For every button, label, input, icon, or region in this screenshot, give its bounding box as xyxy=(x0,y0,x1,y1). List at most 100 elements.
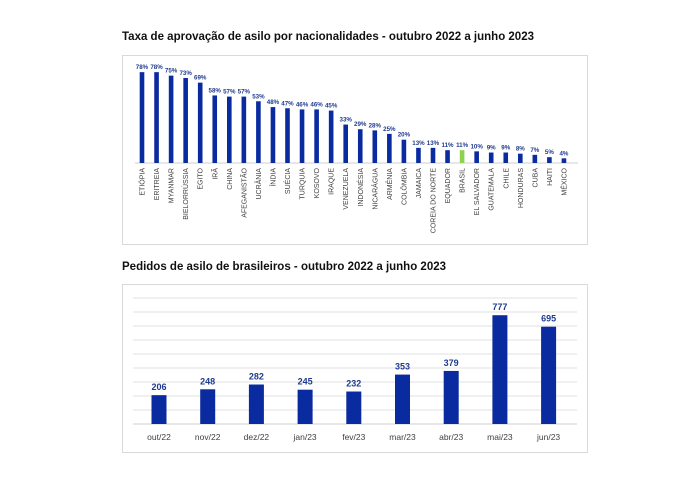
chart1-data-label: 78% xyxy=(136,64,149,71)
chart1-tick-label: GUATEMALA xyxy=(489,168,496,211)
chart1-data-label: 13% xyxy=(412,140,425,147)
chart1-bar xyxy=(270,107,276,163)
chart2-tick-label: out/22 xyxy=(147,432,171,442)
chart1-bar xyxy=(488,152,494,163)
chart1-tick-label: EL SALVADOR xyxy=(474,168,481,215)
chart2-data-label: 379 xyxy=(444,358,459,368)
chart1-data-label: 33% xyxy=(340,117,353,124)
chart1-bar xyxy=(256,101,261,163)
chart2-data-label: 695 xyxy=(541,314,556,324)
chart1-tick-label: IRAQUE xyxy=(329,168,336,195)
chart1-tick-label: KOSOVO xyxy=(314,167,321,198)
chart2-bar xyxy=(200,389,216,424)
chart1-data-label: 29% xyxy=(354,121,367,128)
chart1-tick-label: CHILE xyxy=(503,168,510,189)
chart1-bar xyxy=(139,72,145,163)
chart1-data-label: 5% xyxy=(545,149,554,156)
chart1-bar xyxy=(197,82,203,163)
chart1-bar xyxy=(285,108,290,163)
chart2-bar xyxy=(443,370,459,424)
chart1-bar xyxy=(227,96,232,163)
chart2-data-label: 353 xyxy=(395,362,410,372)
chart1-tick-label: ÍNDIA xyxy=(268,168,277,187)
chart1-data-label: 11% xyxy=(456,142,469,149)
chart1-data-label: 46% xyxy=(310,101,323,108)
chart1-data-label: 47% xyxy=(281,100,294,107)
chart1-tick-label: COLÔMBIA xyxy=(399,168,408,205)
chart1-data-label: 45% xyxy=(325,103,338,110)
chart1-tick-label: JAMAICA xyxy=(416,168,423,199)
chart2-bar xyxy=(492,315,508,424)
chart1-bar xyxy=(212,95,218,163)
chart2-bar xyxy=(151,395,167,424)
chart1-bar xyxy=(357,129,363,163)
chart1-bar xyxy=(328,110,334,163)
chart1-tick-label: EQUADOR xyxy=(445,168,452,203)
chart2-tick-label: fev/23 xyxy=(342,432,365,442)
chart1-tick-label: UCRÂNIA xyxy=(254,168,263,200)
chart1-tick-label: MYANMAR xyxy=(169,168,176,203)
chart1-data-label: 73% xyxy=(179,70,192,77)
chart1-data-label: 9% xyxy=(501,145,510,152)
chart1-data-label: 4% xyxy=(559,150,568,157)
chart1-data-label: 20% xyxy=(398,132,411,139)
chart1-bar xyxy=(518,153,523,163)
chart1-data-label: 53% xyxy=(252,93,265,100)
chart1-bar xyxy=(372,130,378,163)
chart1-data-label: 25% xyxy=(383,126,396,133)
chart1-data-label: 8% xyxy=(516,146,525,153)
chart2-tick-label: dez/22 xyxy=(244,432,270,442)
chart1-bar xyxy=(532,154,538,163)
chart1-bar xyxy=(474,151,479,163)
chart1-bar xyxy=(241,96,247,163)
chart1-title: Taxa de aprovação de asilo por nacionali… xyxy=(122,31,534,43)
chart1-bar xyxy=(314,109,319,163)
chart2-bar xyxy=(297,389,313,424)
chart1-data-label: 57% xyxy=(238,89,251,96)
chart1-data-label: 11% xyxy=(442,142,455,149)
chart1-tick-label: CHINA xyxy=(227,168,234,190)
chart1-data-label: 69% xyxy=(194,75,207,82)
chart2-bar xyxy=(541,326,557,424)
chart1-data-label: 58% xyxy=(209,87,222,94)
chart2-data-label: 777 xyxy=(492,302,507,312)
chart2-tick-label: jun/23 xyxy=(536,432,560,442)
chart2-data-label: 206 xyxy=(151,382,166,392)
chart1-data-label: 46% xyxy=(296,101,309,108)
chart1-bar xyxy=(401,139,407,163)
chart1-bar xyxy=(430,147,436,163)
chart2-tick-label: mai/23 xyxy=(487,432,513,442)
chart1-bar xyxy=(343,124,348,163)
chart1-bar xyxy=(459,150,465,163)
chart2-tick-label: abr/23 xyxy=(439,432,463,442)
chart1-bar xyxy=(299,109,305,163)
chart1-tick-label: AFEGANISTÃO xyxy=(239,167,248,217)
chart2-tick-label: jan/23 xyxy=(293,432,317,442)
chart1-tick-label: IRÃ xyxy=(210,168,219,180)
chart1-tick-label: HONDURAS xyxy=(518,168,525,208)
chart1-bar xyxy=(168,75,174,163)
chart2-tick-label: nov/22 xyxy=(195,432,221,442)
chart2-tick-label: mar/23 xyxy=(389,432,416,442)
chart2-bar xyxy=(395,374,410,424)
chart1-data-label: 78% xyxy=(150,64,163,71)
chart1-tick-label: TURQUIA xyxy=(300,168,307,200)
chart1-data-label: 10% xyxy=(470,143,483,150)
chart1-tick-label: CUBA xyxy=(532,168,539,188)
chart1-bar xyxy=(503,152,509,163)
chart2-data-label: 245 xyxy=(298,377,313,387)
chart1-tick-label: INDONÉSIA xyxy=(356,168,365,207)
chart1-bar xyxy=(154,72,159,163)
chart2-bar xyxy=(248,384,264,424)
chart1-tick-label: ARMÊNIA xyxy=(385,168,394,200)
chart1-bar xyxy=(445,150,450,163)
chart1-bar xyxy=(561,158,567,163)
chart1-data-label: 13% xyxy=(427,140,440,147)
chart1-bar xyxy=(183,77,188,163)
chart1-tick-label: BIELORRÚSSIA xyxy=(181,168,190,220)
chart1-tick-label: MÉXICO xyxy=(559,167,568,195)
chart1-tick-label: EGITO xyxy=(198,167,205,189)
chart1-tick-label: NICARÁGUA xyxy=(370,168,379,210)
chart1-data-label: 75% xyxy=(165,68,178,75)
